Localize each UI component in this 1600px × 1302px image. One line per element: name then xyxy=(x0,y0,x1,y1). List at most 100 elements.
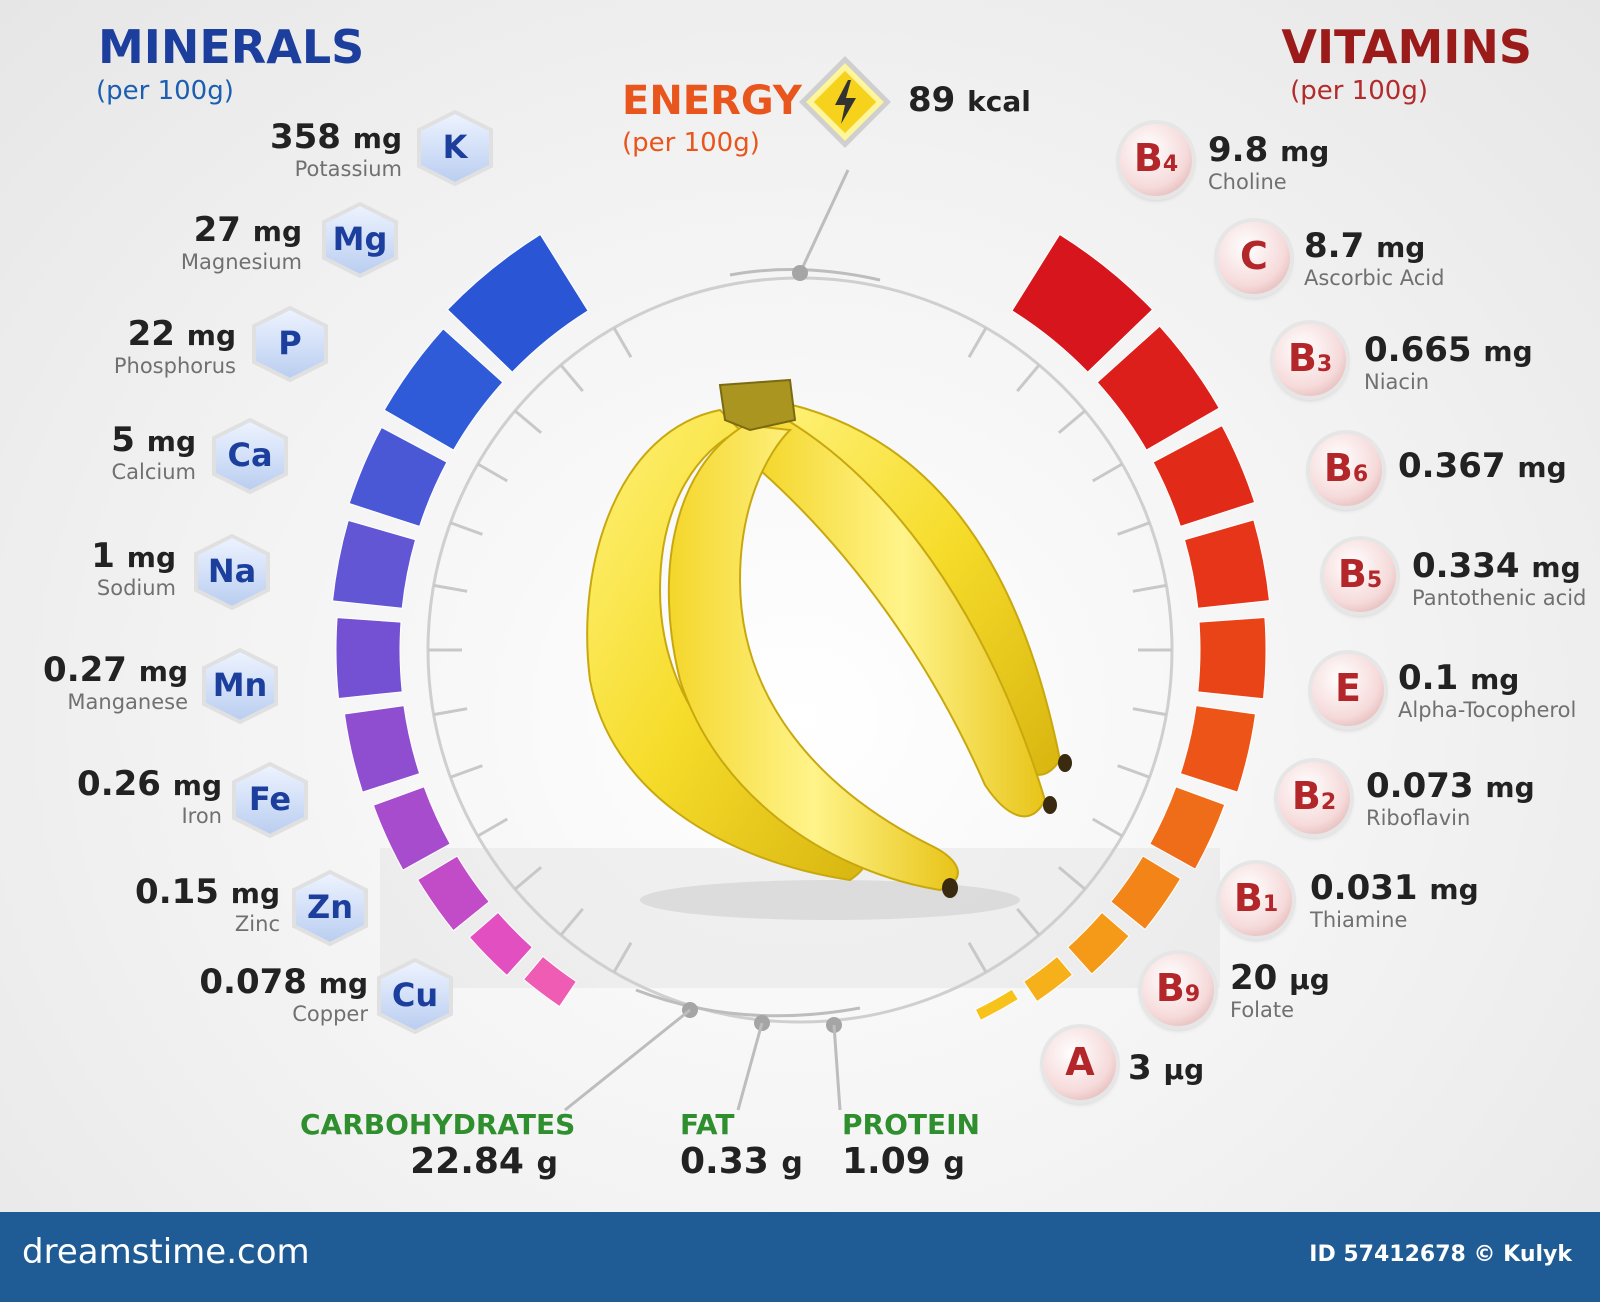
mineral-arc-bars xyxy=(332,233,589,1008)
vitamin-symbol-badge: B2 xyxy=(1278,762,1350,834)
tick-mark xyxy=(1117,764,1151,779)
mineral-value: 1 mg xyxy=(91,536,176,576)
tick-mark xyxy=(1057,866,1086,891)
vitamin-item: 0.1 mg Alpha-Tocopherol xyxy=(1398,658,1576,722)
vitamin-symbol: E xyxy=(1335,666,1361,710)
vitamin-name: Pantothenic acid xyxy=(1412,586,1587,610)
vitamin-item: 9.8 mg Choline xyxy=(1208,130,1329,194)
tick-mark xyxy=(514,866,543,891)
mineral-value: 0.15 mg xyxy=(135,872,280,912)
vitamin-value: 3 µg xyxy=(1128,1048,1205,1088)
vitamin-symbol: B xyxy=(1323,446,1353,490)
vitamin-value: 0.073 mg xyxy=(1366,766,1535,806)
mineral-symbol: Mn xyxy=(212,666,268,704)
footer-credit: ID 57412678 © Kulyk xyxy=(1309,1242,1572,1267)
mineral-arc-bar xyxy=(468,911,534,977)
macro-bracket xyxy=(635,988,861,1018)
vitamin-value: 0.1 mg xyxy=(1398,658,1520,698)
tick-mark xyxy=(1091,817,1123,838)
hexagon-icon xyxy=(212,417,288,495)
vitamin-symbol-badge: B5 xyxy=(1324,540,1396,612)
vitamin-symbol-badge: E xyxy=(1312,654,1384,726)
vitamin-item: 0.031 mg Thiamine xyxy=(1310,868,1479,932)
vitamin-item: 20 µg Folate xyxy=(1230,958,1330,1022)
ring-ticks xyxy=(428,327,1172,973)
vitamin-item: 0.334 mg Pantothenic acid xyxy=(1412,546,1586,610)
vitamin-symbol: B xyxy=(1287,336,1317,380)
mineral-name: Copper xyxy=(292,1002,368,1026)
footer-bar: dreamstime.com ID 57412678 © Kulyk xyxy=(0,1212,1600,1302)
tick-mark xyxy=(433,583,468,593)
tick-mark xyxy=(1016,907,1041,936)
mineral-arc-bar xyxy=(372,786,451,871)
hexagon-icon xyxy=(232,761,308,839)
vitamin-subscript: 5 xyxy=(1366,568,1383,593)
mineral-value: 5 mg xyxy=(111,420,196,460)
tick-mark xyxy=(967,941,988,973)
mineral-arc-bar xyxy=(383,328,504,451)
vitamin-subscript: 4 xyxy=(1162,152,1179,177)
mineral-value: 22 mg xyxy=(127,314,236,354)
mineral-value: 0.078 mg xyxy=(199,962,368,1002)
tick-mark xyxy=(477,462,509,483)
mineral-symbol: P xyxy=(278,324,302,362)
vitamin-item: 0.367 mg xyxy=(1398,446,1567,486)
banana-bunch-image xyxy=(586,378,1072,920)
vitamin-arc-bar xyxy=(974,988,1020,1021)
macro-value: 22.84 g xyxy=(410,1141,558,1182)
tick-mark xyxy=(1132,707,1167,717)
vitamins-subtitle: (per 100g) xyxy=(1290,76,1428,106)
energy-value: 89 kcal xyxy=(908,80,1031,120)
footer-brand[interactable]: dreamstime.com xyxy=(22,1232,310,1272)
macro-value: 0.33 g xyxy=(680,1141,803,1182)
energy-pointer-line xyxy=(798,169,850,274)
vitamin-name: Thiamine xyxy=(1310,908,1408,932)
vitamin-symbol: B xyxy=(1337,552,1367,596)
minerals-title: MINERALS xyxy=(98,20,365,74)
vitamin-value: 20 µg xyxy=(1230,958,1330,998)
mineral-value: 0.26 mg xyxy=(77,764,222,804)
mineral-item: 358 mg Potassium xyxy=(270,117,402,181)
tick-mark xyxy=(559,364,584,393)
vitamin-name: Niacin xyxy=(1364,370,1430,394)
hexagon-icon xyxy=(322,201,398,279)
mineral-item: 0.26 mg Iron xyxy=(77,764,222,828)
energy-dot xyxy=(792,265,808,281)
mineral-symbol: Mg xyxy=(332,220,388,258)
mineral-arc-bar xyxy=(417,855,490,932)
vitamin-value: 0.334 mg xyxy=(1412,546,1581,586)
hexagon-icon xyxy=(194,533,270,611)
vitamin-arc-bar xyxy=(1011,233,1154,373)
mineral-arc-bar xyxy=(343,705,421,793)
vitamin-value: 0.031 mg xyxy=(1310,868,1479,908)
mineral-item: 1 mg Sodium xyxy=(91,536,176,600)
vitamin-name: Choline xyxy=(1208,170,1287,194)
vitamin-subscript: 1 xyxy=(1262,892,1279,917)
mineral-symbol-badge: Mg xyxy=(320,201,400,279)
mineral-arc-bar xyxy=(332,519,417,609)
energy-badge xyxy=(799,56,891,148)
vitamin-symbol: B xyxy=(1133,136,1163,180)
macro-value: 1.09 g xyxy=(842,1141,965,1182)
hexagon-icon xyxy=(377,957,453,1035)
tick-mark xyxy=(449,521,483,536)
tick-mark xyxy=(477,817,509,838)
tick-mark xyxy=(1057,409,1086,434)
tick-mark xyxy=(1016,364,1041,393)
macro-connectors xyxy=(564,169,881,1112)
vitamin-name: Folate xyxy=(1230,998,1295,1022)
tick-mark xyxy=(559,907,584,936)
mineral-name: Phosphorus xyxy=(113,354,236,378)
vitamin-symbol-badge: A xyxy=(1044,1028,1116,1100)
vitamin-arc-bar xyxy=(1066,911,1130,975)
mineral-name: Magnesium xyxy=(180,250,302,274)
tick-mark xyxy=(967,327,988,359)
lightning-icon xyxy=(835,80,856,124)
tick-mark xyxy=(612,941,633,973)
vitamin-symbol-badge: B6 xyxy=(1310,434,1382,506)
vitamin-arc-bar xyxy=(1179,705,1257,793)
mineral-symbol: Ca xyxy=(227,436,273,474)
vitamin-arc-bars xyxy=(974,233,1270,1021)
